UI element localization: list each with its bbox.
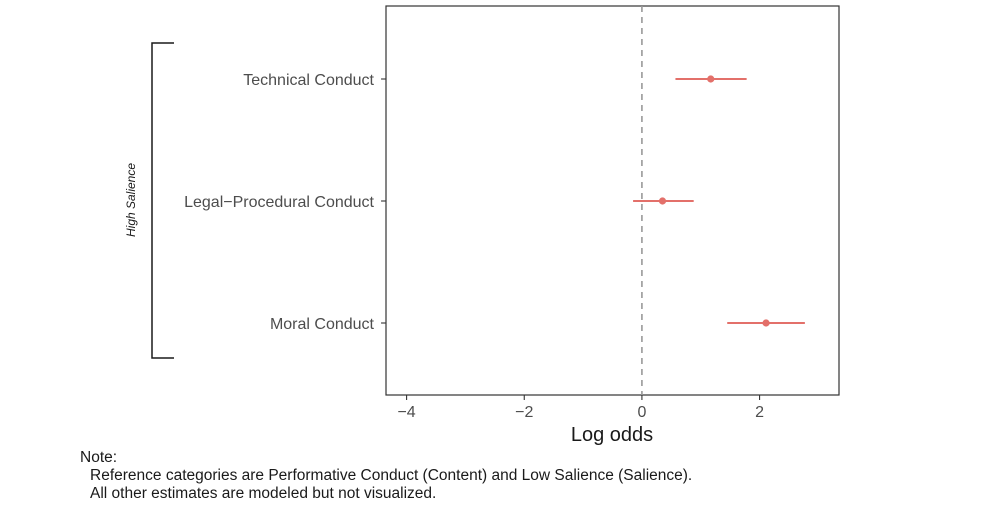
x-tick-label: 2 (755, 404, 764, 421)
note-line-1: Reference categories are Performative Co… (90, 467, 693, 484)
estimate-point (707, 75, 715, 83)
group-bracket (151, 42, 174, 359)
note-line-2: All other estimates are modeled but not … (90, 485, 437, 502)
group-label: High Salience (124, 163, 138, 237)
x-tick-label: −4 (397, 404, 415, 421)
y-tick-label: Legal−Procedural Conduct (184, 194, 374, 211)
y-tick-label: Moral Conduct (270, 316, 375, 333)
plot-panel (385, 5, 840, 396)
x-tick-label: 0 (637, 404, 646, 421)
note-title: Note: (80, 449, 118, 466)
y-tick-label: Technical Conduct (243, 72, 374, 89)
estimate-point (658, 197, 667, 205)
estimate-point (762, 319, 770, 327)
x-axis-title: Log odds (571, 424, 653, 446)
footnote: Note: Reference categories are Performat… (80, 449, 692, 503)
x-tick-label: −2 (515, 404, 533, 421)
